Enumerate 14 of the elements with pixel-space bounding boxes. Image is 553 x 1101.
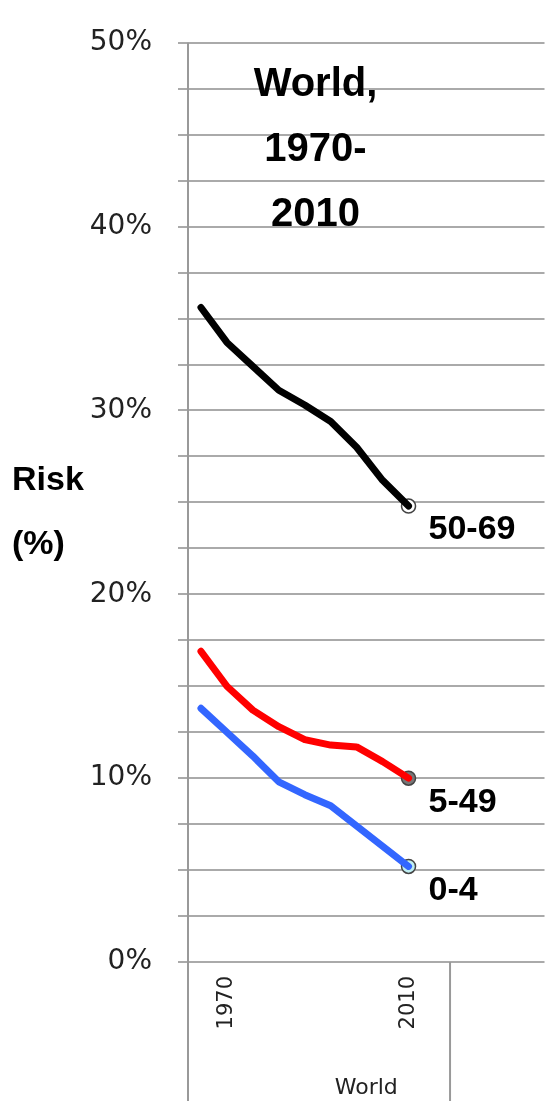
series-label: 50-69 xyxy=(428,508,516,547)
y-axis-title: Risk (%) xyxy=(12,458,85,563)
x-tick-label: 2010 xyxy=(394,976,419,1030)
series-label: 5-49 xyxy=(428,780,497,819)
y-tick-label: 30% xyxy=(89,391,152,425)
series-label: 0-4 xyxy=(428,868,478,907)
y-tick-label: 0% xyxy=(107,943,152,977)
text: World, 1970-2010 xyxy=(252,59,379,236)
y-tick-label: 10% xyxy=(89,759,152,793)
y-tick-label: 50% xyxy=(89,24,152,58)
y-tick-label: 40% xyxy=(89,207,152,241)
x-axis-title: World xyxy=(334,1073,398,1099)
x-tick-label: 1970 xyxy=(213,976,238,1030)
y-tick-label: 20% xyxy=(89,575,152,609)
